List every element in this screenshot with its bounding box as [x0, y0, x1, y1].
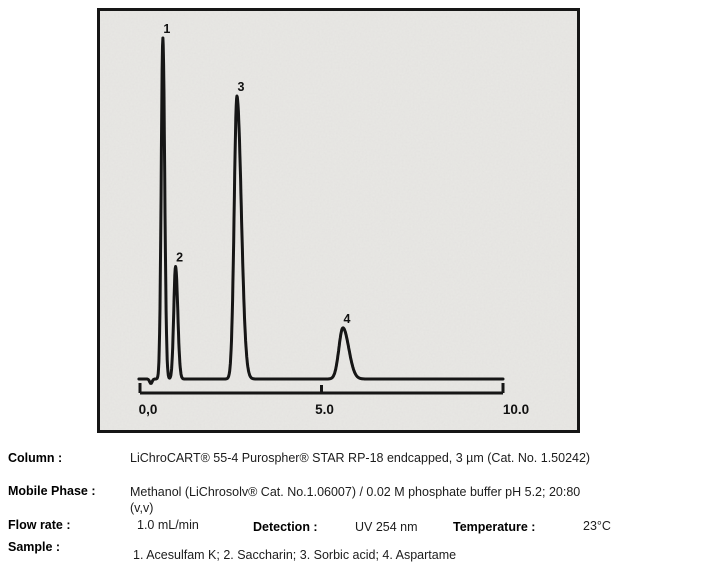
mobile-phase-value: Methanol (LiChrosolv® Cat. No.1.06007) /… [130, 485, 581, 515]
sample-label: Sample : [8, 540, 61, 554]
x-tick-label: 0,0 [139, 402, 158, 417]
column-label: Column : [8, 451, 63, 465]
peak-label-2: 2 [176, 250, 183, 264]
sample-value: 1. Acesulfam K; 2. Saccharin; 3. Sorbic … [133, 548, 457, 562]
temperature-label: Temperature : [453, 520, 536, 534]
chromatogram-trace [137, 36, 505, 385]
chromatogram-plot: 0,0 5.0 10.0 1 2 3 4 [100, 11, 577, 430]
x-tick-label: 10.0 [503, 402, 529, 417]
chromatogram-frame: 0,0 5.0 10.0 1 2 3 4 [97, 8, 580, 433]
x-tick-label: 5.0 [315, 402, 334, 417]
temperature-value: 23°C [583, 519, 611, 533]
column-value: LiChroCART® 55-4 Purospher® STAR RP-18 e… [130, 451, 591, 465]
flow-rate-label: Flow rate : [8, 518, 71, 532]
peak-label-3: 3 [237, 80, 244, 94]
detection-label: Detection : [253, 520, 318, 534]
peak-label-1: 1 [163, 22, 170, 36]
mobile-phase-label: Mobile Phase : [8, 484, 96, 498]
peak-label-4: 4 [343, 312, 350, 326]
flow-rate-value: 1.0 mL/min [137, 518, 199, 532]
detection-value: UV 254 nm [355, 520, 418, 534]
